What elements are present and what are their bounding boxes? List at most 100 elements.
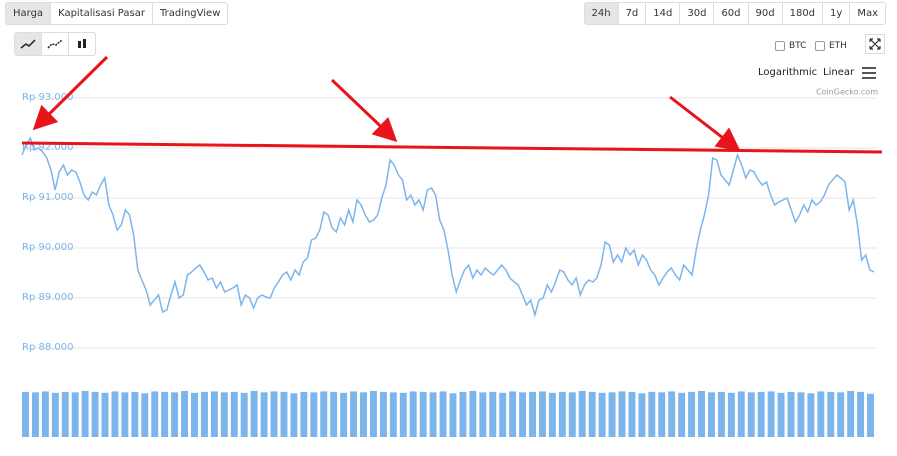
menu-icon[interactable] xyxy=(862,67,876,79)
tab[interactable]: TradingView xyxy=(152,3,228,24)
volume-bar xyxy=(340,392,348,437)
volume-bar xyxy=(588,391,596,437)
volume-bar xyxy=(767,391,775,437)
y-tick-label: Rp 90.000 xyxy=(22,242,73,253)
volume-bar xyxy=(191,392,198,437)
volume-bar xyxy=(101,392,109,437)
volume-bar xyxy=(260,392,268,437)
range-button[interactable]: 90d xyxy=(748,3,783,24)
tab[interactable]: Harga xyxy=(6,3,52,24)
volume-bar xyxy=(409,391,417,437)
volume-bar xyxy=(330,391,338,437)
range-button[interactable]: 14d xyxy=(646,3,681,24)
volume-bar xyxy=(698,390,706,437)
volume-bar xyxy=(171,392,179,437)
tab-group: Harga Kapitalisasi Pasar TradingView xyxy=(5,2,229,25)
volume-bar xyxy=(857,391,865,437)
volume-bar xyxy=(787,391,795,437)
volume-bar xyxy=(121,392,129,437)
y-tick-label: Rp 89.000 xyxy=(22,292,73,303)
volume-bar xyxy=(499,392,507,437)
volume-bar xyxy=(538,391,546,437)
volume-bar xyxy=(747,392,755,437)
volume-bar xyxy=(181,390,189,437)
volume-bar xyxy=(210,391,218,437)
volume-bar xyxy=(529,391,536,437)
volume-bar xyxy=(737,391,745,437)
volume-bar xyxy=(638,393,646,437)
checkbox-label: BTC xyxy=(789,41,807,51)
volume-bar xyxy=(757,391,765,437)
volume-bar xyxy=(658,392,666,437)
range-button[interactable]: 60d xyxy=(714,3,749,24)
volume-bar xyxy=(648,391,656,437)
volume-bar xyxy=(777,392,785,437)
volume-bar xyxy=(688,391,696,437)
volume-bar xyxy=(429,392,437,437)
credit: CoinGecko.com xyxy=(816,88,878,97)
volume-bar xyxy=(509,391,517,437)
volume-bar xyxy=(837,392,845,437)
volume-bar xyxy=(379,391,387,437)
range-button[interactable]: 30d xyxy=(680,3,715,24)
volume-bar xyxy=(230,391,238,437)
y-tick-label: Rp 88.000 xyxy=(22,342,73,353)
checkbox[interactable]: BTC xyxy=(775,41,806,51)
volume-bar xyxy=(519,392,527,437)
line-icon[interactable] xyxy=(15,33,42,55)
annotation-arrow xyxy=(669,95,741,152)
volume-bar xyxy=(608,392,616,437)
checkbox-label: ETH xyxy=(829,41,847,51)
volume-bar xyxy=(350,391,358,437)
volume-bar xyxy=(568,392,576,437)
volume-bar xyxy=(489,391,497,437)
price-line xyxy=(21,136,875,318)
volume-bar xyxy=(439,391,447,437)
volume-bar xyxy=(22,391,29,437)
annotation-arrow xyxy=(32,55,109,131)
candle-icon[interactable] xyxy=(69,33,95,55)
range-button[interactable]: 24h xyxy=(584,3,619,24)
range-button[interactable]: Max xyxy=(850,3,885,24)
range-button[interactable]: 1y xyxy=(823,3,851,24)
scale-option[interactable]: Logarithmic xyxy=(758,67,818,78)
volume-bar xyxy=(668,391,676,437)
volume-bar xyxy=(111,391,119,437)
volume-bar xyxy=(290,393,298,437)
y-tick-label: Rp 92.000 xyxy=(22,142,73,153)
volume-bar xyxy=(31,392,39,437)
volume-bar xyxy=(598,392,606,437)
range-button[interactable]: 7d xyxy=(618,3,647,24)
fullscreen-icon[interactable] xyxy=(865,34,885,54)
volume-bar xyxy=(469,390,477,437)
range-button[interactable]: 180d xyxy=(782,3,824,24)
volume-bar xyxy=(369,390,377,437)
scale-option[interactable]: Linear xyxy=(823,67,855,78)
tab[interactable]: Kapitalisasi Pasar xyxy=(51,3,153,24)
volume-bar xyxy=(449,393,457,437)
volume-bar xyxy=(200,391,208,437)
smooth-icon[interactable] xyxy=(42,33,69,55)
volume-bar xyxy=(81,390,89,437)
volume-bar xyxy=(678,392,686,437)
volume-bar xyxy=(807,393,815,437)
volume-bar xyxy=(389,392,397,437)
volume-bar xyxy=(827,391,835,437)
volume-bar xyxy=(847,390,855,437)
volume-bar xyxy=(717,391,725,437)
volume-bar xyxy=(300,391,308,437)
volume-bar xyxy=(727,392,735,437)
chart-style-group xyxy=(14,32,96,56)
volume-bar xyxy=(91,391,99,437)
volume-bar xyxy=(320,391,328,437)
volume-bar xyxy=(578,390,586,437)
volume-bar xyxy=(360,392,367,437)
volume-bar xyxy=(459,391,467,437)
volume-bar xyxy=(270,391,278,437)
volume-bar xyxy=(707,392,715,437)
checkbox[interactable]: ETH xyxy=(815,41,847,51)
volume-bar xyxy=(220,392,228,437)
y-tick-label: Rp 91.000 xyxy=(22,192,73,203)
